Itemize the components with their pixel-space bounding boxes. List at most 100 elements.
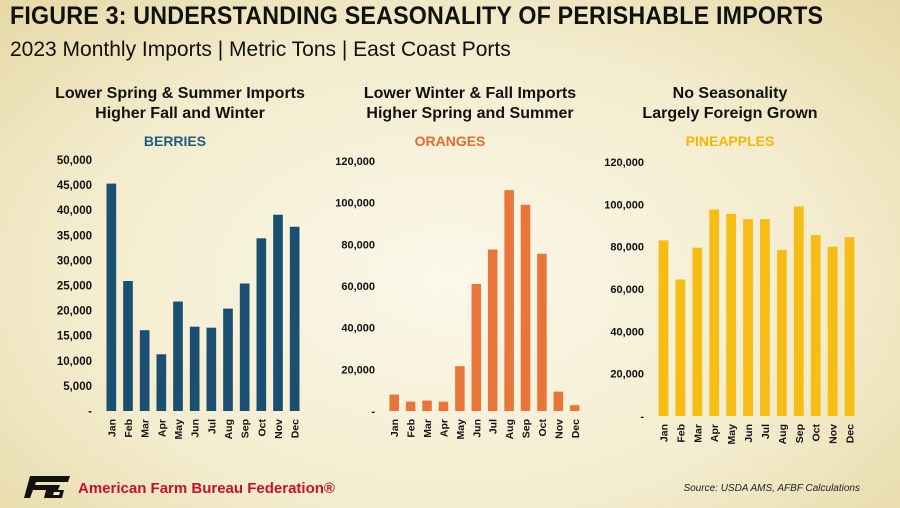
bar-may: [455, 366, 465, 411]
bar-aug: [776, 249, 787, 416]
bar-may: [726, 213, 737, 416]
y-tick-label: 20,000: [610, 369, 644, 381]
bar-mar: [422, 400, 432, 411]
x-tick-label: Mar: [140, 419, 152, 438]
afbf-logo-icon: [24, 476, 70, 498]
bar-apr: [156, 354, 167, 411]
panel-heading-oranges: Lower Winter & Fall Imports Higher Sprin…: [330, 84, 610, 124]
y-tick-label: 60,000: [341, 281, 375, 293]
y-tick-label: 50,000: [57, 155, 92, 167]
x-tick-label: Jan: [389, 419, 401, 437]
bar-jun: [189, 326, 200, 411]
bar-oct: [810, 235, 821, 416]
bar-oct: [537, 253, 547, 411]
bar-nov: [553, 391, 564, 411]
bar-nov: [273, 214, 283, 411]
x-tick-label: Nov: [553, 419, 565, 439]
bar-oct: [256, 238, 267, 411]
x-tick-label: Feb: [406, 419, 418, 438]
bar-jul: [760, 219, 770, 416]
x-tick-label: Apr: [438, 419, 450, 437]
bar-feb: [405, 401, 416, 411]
x-tick-label: May: [173, 419, 185, 440]
bar-sep: [520, 204, 531, 411]
organization-name: American Farm Bureau Federation®: [78, 480, 335, 497]
x-tick-label: Jun: [743, 424, 755, 443]
panel-heading-line1: No Seasonality: [672, 85, 788, 102]
bar-jul: [487, 249, 498, 411]
panel-heading-pineapples: No Seasonality Largely Foreign Grown: [605, 84, 855, 124]
bar-sep: [239, 283, 250, 411]
x-tick-label: Aug: [223, 419, 235, 439]
x-tick-label: Jul: [760, 424, 772, 439]
y-tick-label: 5,000: [63, 381, 92, 393]
bar-dec: [289, 226, 300, 411]
bar-sep: [793, 206, 804, 416]
x-tick-label: Jun: [471, 419, 483, 438]
x-tick-label: Dec: [290, 419, 302, 438]
x-tick-label: Sep: [521, 419, 533, 438]
x-tick-label: Mar: [692, 424, 704, 443]
bar-dec: [570, 405, 580, 411]
y-tick-label: 80,000: [341, 239, 375, 251]
y-tick-label: 15,000: [57, 331, 92, 343]
bar-jan: [658, 240, 669, 416]
y-tick-label: 40,000: [610, 326, 644, 338]
x-tick-label: Aug: [777, 424, 789, 444]
y-tick-label: 35,000: [57, 230, 92, 242]
x-tick-label: Jan: [106, 419, 118, 437]
bar-feb: [675, 279, 686, 416]
x-tick-label: Apr: [709, 424, 721, 442]
source-note: Source: USDA AMS, AFBF Calculations: [683, 483, 860, 494]
x-tick-label: Jun: [190, 419, 202, 438]
y-tick-label: 20,000: [341, 364, 375, 376]
y-tick-label: 100,000: [604, 199, 644, 211]
x-tick-label: Sep: [794, 424, 806, 443]
bar-may: [173, 301, 183, 411]
bar-feb: [123, 280, 133, 411]
figure-title: FIGURE 3: UNDERSTANDING SEASONALITY OF P…: [10, 2, 824, 30]
y-tick-label: 45,000: [57, 180, 92, 192]
y-tick-label: 40,000: [57, 205, 92, 217]
bar-apr: [709, 209, 720, 416]
y-tick-label: 120,000: [335, 156, 375, 168]
x-tick-label: Feb: [675, 424, 687, 443]
panel-heading-line1: Lower Winter & Fall Imports: [363, 85, 577, 102]
x-tick-label: May: [726, 424, 738, 445]
bar-aug: [223, 308, 233, 411]
x-tick-label: Jan: [658, 424, 670, 442]
y-tick-label: 30,000: [57, 255, 92, 267]
x-tick-label: Feb: [123, 419, 135, 438]
bar-jun: [743, 219, 753, 416]
bar-apr: [438, 401, 449, 411]
chart-title-berries: BERRIES: [143, 133, 207, 149]
x-tick-label: Oct: [811, 424, 823, 442]
figure-subtitle: 2023 Monthly Imports | Metric Tons | Eas…: [10, 38, 511, 61]
x-tick-label: Jul: [206, 419, 218, 434]
bar-mar: [692, 247, 703, 416]
x-tick-label: Jul: [488, 419, 500, 434]
bar-jul: [206, 327, 217, 411]
x-tick-label: May: [455, 419, 467, 440]
x-tick-label: Oct: [256, 419, 268, 437]
y-tick-label: 10,000: [57, 356, 92, 368]
x-tick-label: Sep: [240, 419, 252, 438]
bar-nov: [827, 246, 838, 416]
y-tick-label: 60,000: [610, 284, 644, 296]
panel-heading-berries: Lower Spring & Summer Imports Higher Fal…: [40, 84, 320, 124]
panel-heading-line1: Lower Spring & Summer Imports: [55, 85, 305, 102]
y-tick-label: 20,000: [57, 306, 92, 318]
y-tick-label: -: [371, 406, 375, 418]
panel-heading-line2: Higher Fall and Winter: [95, 105, 265, 122]
y-tick-label: 25,000: [57, 281, 92, 293]
x-tick-label: Mar: [422, 419, 434, 438]
panel-heading-line2: Largely Foreign Grown: [642, 105, 818, 122]
bar-jun: [471, 283, 482, 411]
chart-title-oranges: ORANGES: [414, 133, 486, 149]
x-tick-label: Apr: [156, 419, 168, 437]
x-tick-label: Dec: [845, 424, 857, 443]
chart-title-pineapples: PINEAPPLES: [685, 133, 775, 149]
